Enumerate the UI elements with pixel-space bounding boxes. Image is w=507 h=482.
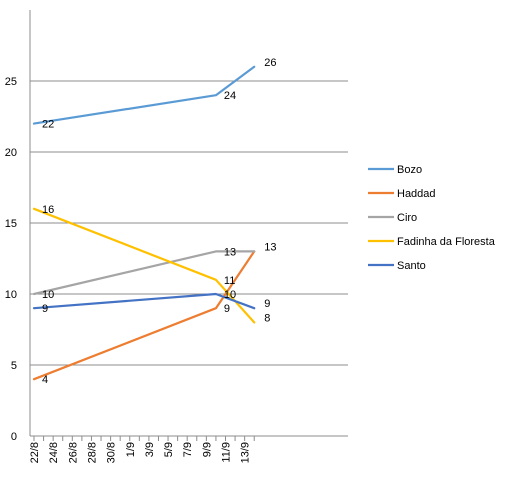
legend-label: Bozo [397, 164, 422, 176]
series-line-santo [32, 292, 256, 310]
x-axis: 22/8 24/8 26/8 28/8 30/8 1/9 3/9 5/9 7/9 9/9 11/9 1… [29, 436, 255, 463]
legend-label: Santo [397, 260, 426, 272]
data-label: 9 [264, 298, 270, 310]
y-tick-label: 5 [11, 360, 17, 372]
legend: Bozo Haddad Ciro Fadinha da Floresta Santo [368, 164, 496, 272]
data-labels: 22 24 26 4 9 13 10 13 16 11 8 9 10 9 [42, 57, 276, 386]
x-tick-label: 1/9 [125, 442, 137, 457]
x-tick-label: 24/8 [48, 442, 60, 463]
x-tick-label: 5/9 [163, 442, 175, 457]
series-line-bozo [32, 65, 256, 125]
x-tick-label: 7/9 [182, 442, 194, 457]
y-tick-label: 15 [5, 218, 17, 230]
series-line-ciro [32, 250, 256, 296]
data-label: 11 [224, 275, 235, 287]
data-label: 9 [42, 303, 48, 315]
data-label: 10 [42, 289, 54, 301]
x-tick-label: 22/8 [29, 442, 41, 463]
x-tick-label: 30/8 [106, 442, 118, 463]
data-label: 4 [42, 374, 48, 386]
data-label: 13 [264, 241, 276, 253]
y-tick-label: 10 [5, 289, 17, 301]
y-axis: 0 5 10 15 20 25 [5, 10, 31, 443]
data-label: 22 [42, 119, 54, 131]
x-tick-label: 3/9 [144, 442, 156, 457]
y-tick-label: 20 [5, 147, 17, 159]
x-tick-label: 13/9 [240, 442, 252, 463]
data-label: 24 [224, 90, 236, 102]
data-label: 10 [224, 289, 236, 301]
y-tick-label: 25 [5, 76, 17, 88]
x-tick-label: 9/9 [201, 442, 213, 457]
data-label: 26 [264, 57, 276, 69]
series-line-fadinha-da-floresta [32, 207, 256, 324]
data-label: 16 [42, 204, 54, 216]
x-tick-label: 26/8 [67, 442, 79, 463]
data-label: 8 [264, 312, 270, 324]
x-tick-label: 11/9 [221, 442, 233, 463]
series-line-haddad [32, 250, 256, 381]
legend-label: Haddad [397, 188, 436, 200]
legend-label: Ciro [397, 212, 417, 224]
series-lines [32, 65, 256, 381]
data-label: 13 [224, 246, 236, 258]
data-label: 9 [224, 303, 230, 315]
legend-label: Fadinha da Floresta [397, 236, 496, 248]
x-tick-label: 28/8 [86, 442, 98, 463]
y-tick-label: 0 [11, 431, 17, 443]
gridlines [30, 80, 348, 437]
